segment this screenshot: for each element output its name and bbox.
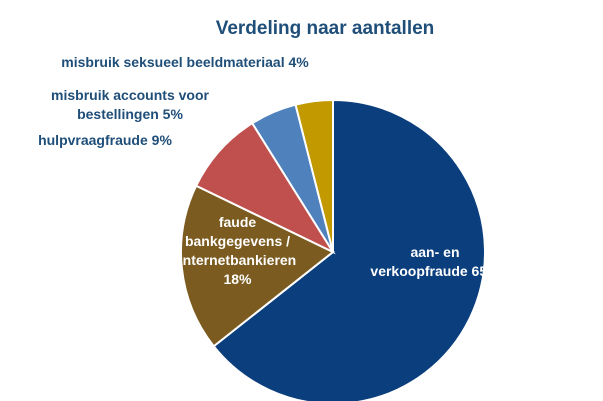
pie-slice: [212, 98, 486, 401]
slice-label: faude bankgegevens / internetbankieren 1…: [170, 213, 305, 289]
value-label: 5%: [162, 106, 183, 122]
slice-label: misbruik accounts voor bestellingen 5%: [30, 86, 230, 124]
value-label: 4%: [288, 54, 309, 70]
category-label: faude bankgegevens / internetbankieren: [178, 214, 297, 268]
pie-slice: [194, 121, 336, 255]
slice-label: aan- en verkoopfraude 65%: [365, 243, 505, 281]
value-label: 18%: [223, 271, 252, 287]
slice-label: misbruik seksueel beeldmateriaal 4%: [40, 53, 330, 72]
value-label: 65%: [471, 263, 500, 279]
category-label: hulpvraagfraude: [38, 132, 148, 148]
category-label: aan- en verkoopfraude: [370, 244, 468, 279]
category-label: misbruik seksueel beeldmateriaal: [61, 54, 285, 70]
pie-slice: [180, 184, 335, 348]
category-label: misbruik accounts voor bestellingen: [51, 87, 209, 122]
value-label: 9%: [151, 132, 172, 148]
slice-label: hulpvraagfraude 9%: [20, 131, 190, 150]
pie-slice: [294, 98, 334, 253]
chart-title: Verdeling naar aantallen: [215, 18, 435, 39]
